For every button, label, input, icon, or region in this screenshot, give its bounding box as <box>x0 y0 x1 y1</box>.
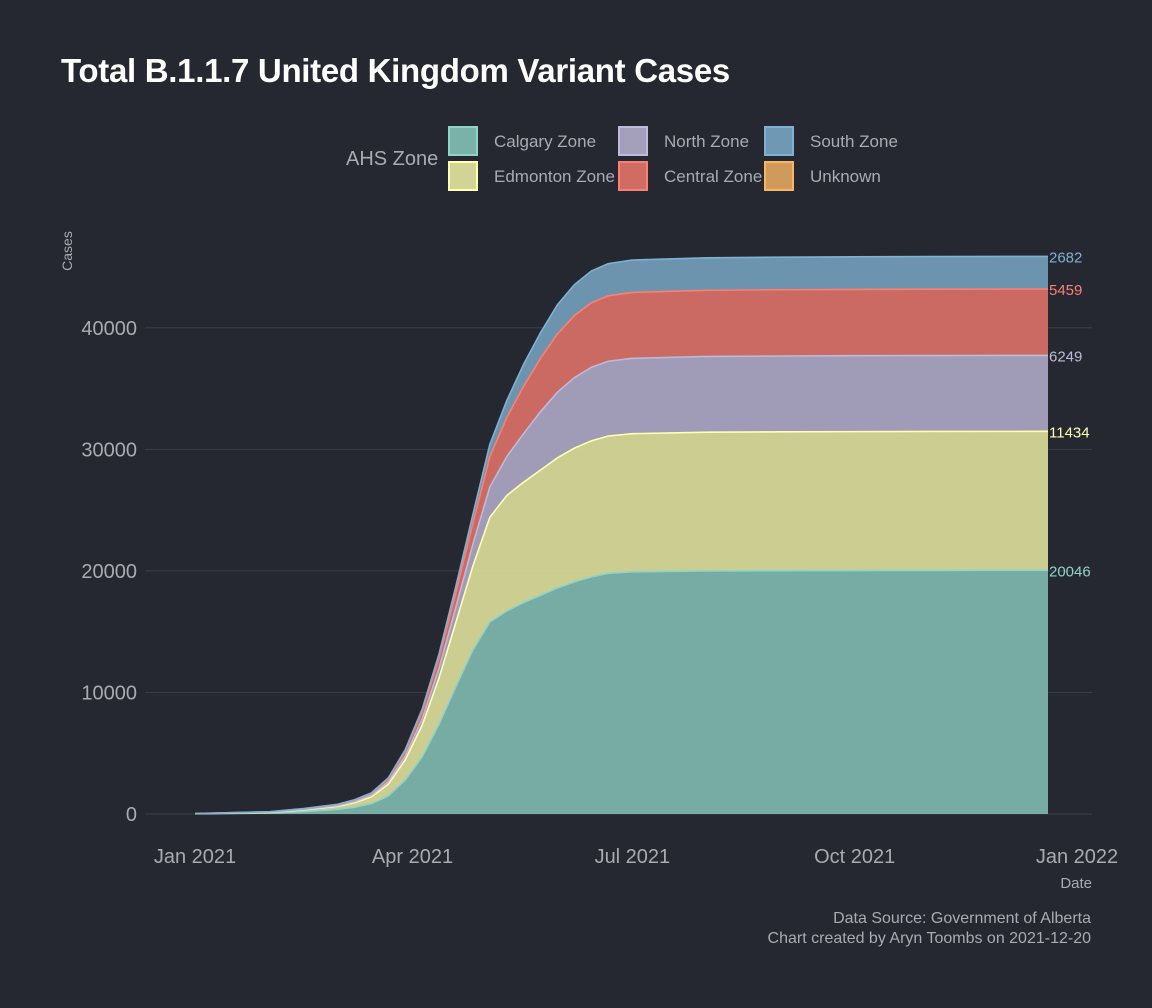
y-tick-20000: 20000 <box>81 561 137 583</box>
x-tick-jan-2022: Jan 2022 <box>1036 846 1118 868</box>
end-label-south-zone: 2682 <box>1049 249 1082 266</box>
area-central-zone <box>195 289 1049 814</box>
legend-title: AHS Zone <box>346 148 439 170</box>
y-tick-10000: 10000 <box>81 682 137 704</box>
legend-key-south <box>764 126 794 156</box>
source-caption: Data Source: Government of Alberta Chart… <box>768 909 1091 949</box>
y-axis-label: Cases <box>59 231 75 271</box>
x-tick-jul-2021: Jul 2021 <box>595 846 671 868</box>
line-north-zone <box>194 354 1049 815</box>
legend-label-edmonton: Edmonton Zone <box>494 167 615 186</box>
y-tick-40000: 40000 <box>81 318 137 340</box>
legend-label-north: North Zone <box>664 132 750 151</box>
x-tick-oct-2021: Oct 2021 <box>814 846 895 868</box>
boundary-lines <box>194 255 1049 815</box>
legend-label-central: Central Zone <box>664 167 763 186</box>
area-layer <box>195 256 1049 814</box>
area-north-zone <box>195 355 1049 814</box>
x-axis-ticks: Jan 2021 Apr 2021 Jul 2021 Oct 2021 Jan 2022 <box>154 846 1118 868</box>
source-line-credit: Chart created by Aryn Toombs on 2021-12-… <box>767 930 1091 947</box>
x-tick-jan-2021: Jan 2021 <box>154 846 236 868</box>
line-south-zone <box>194 255 1049 815</box>
line-calgary-zone <box>194 569 1049 815</box>
y-axis-ticks: 0 10000 20000 30000 40000 <box>81 318 137 826</box>
legend-label-south: South Zone <box>810 132 898 151</box>
source-line-data: Data Source: Government of Alberta <box>833 910 1091 927</box>
y-tick-0: 0 <box>126 804 137 826</box>
x-tick-apr-2021: Apr 2021 <box>372 846 453 868</box>
chart-title: Total B.1.1.7 United Kingdom Variant Cas… <box>61 52 730 89</box>
legend-key-central <box>618 161 648 191</box>
end-label-north-zone: 6249 <box>1049 348 1082 365</box>
end-labels: 2682 5459 6249 11434 20046 <box>1049 249 1091 580</box>
x-axis-label: Date <box>1060 875 1092 892</box>
y-tick-30000: 30000 <box>81 439 137 461</box>
legend-label-unknown: Unknown <box>810 167 881 186</box>
legend-label-calgary: Calgary Zone <box>494 132 597 151</box>
legend-key-north <box>618 126 648 156</box>
legend-key-calgary <box>448 126 478 156</box>
end-label-central-zone: 5459 <box>1049 282 1082 299</box>
line-edmonton-zone <box>194 430 1049 815</box>
legend-key-unknown <box>764 161 794 191</box>
legend-key-edmonton <box>448 161 478 191</box>
end-label-edmonton-zone: 11434 <box>1049 424 1090 441</box>
area-edmonton-zone <box>195 431 1049 814</box>
end-label-calgary-zone: 20046 <box>1049 563 1091 580</box>
area-calgary-zone <box>195 570 1049 814</box>
